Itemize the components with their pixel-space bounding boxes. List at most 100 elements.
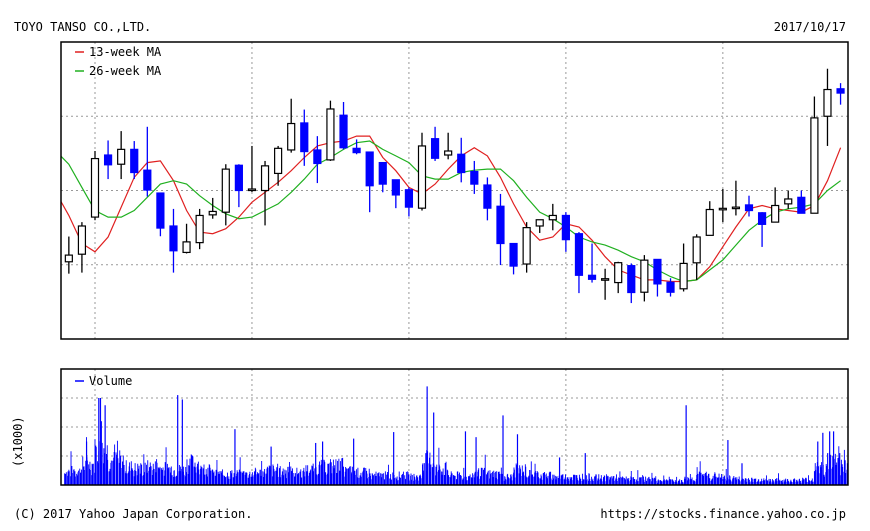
candle-body: [221, 168, 230, 213]
chart-date: 2017/10/17: [774, 20, 846, 34]
candle-body: [587, 274, 597, 280]
candle-body: [326, 108, 335, 161]
candle: [430, 126, 440, 161]
candle-body: [771, 204, 780, 223]
candle-body: [679, 262, 688, 290]
candle-body: [313, 149, 322, 165]
candle: [326, 100, 335, 161]
candle-body: [365, 151, 374, 187]
candle-body: [797, 196, 806, 214]
candle: [260, 160, 270, 226]
volume-bars: [64, 386, 848, 485]
candle: [77, 222, 87, 273]
candle-body: [509, 242, 518, 267]
candle-body: [705, 208, 714, 236]
candle: [601, 268, 610, 300]
copyright: (C) 2017 Yahoo Japan Corporation.: [14, 507, 252, 521]
candle: [221, 164, 230, 226]
candle: [274, 145, 283, 186]
candle: [757, 212, 767, 247]
candle-body: [169, 225, 178, 252]
candle-body: [548, 214, 557, 221]
candle: [561, 212, 570, 252]
candle: [444, 132, 453, 160]
candle: [182, 223, 191, 254]
candle-body: [103, 154, 113, 166]
candle-body: [195, 214, 204, 244]
candle: [287, 98, 296, 153]
candle-body: [731, 206, 741, 210]
candle: [548, 203, 557, 231]
candle-body: [836, 88, 845, 94]
candle: [378, 161, 387, 193]
candle: [810, 96, 819, 214]
candle: [300, 109, 309, 166]
candle-body: [430, 138, 440, 159]
candle: [653, 258, 662, 297]
candle-body: [77, 225, 87, 255]
candle: [103, 140, 113, 180]
candle-body: [627, 265, 636, 294]
candle-body: [574, 233, 584, 276]
candle: [195, 208, 204, 250]
candle-body: [444, 150, 453, 156]
candle: [90, 150, 100, 221]
candle: [784, 190, 793, 209]
candle: [391, 179, 400, 209]
price-legend: 13-week MA 26-week MA: [75, 45, 162, 78]
candle-body: [260, 165, 270, 192]
candle-body: [378, 161, 387, 185]
candle: [731, 180, 741, 216]
legend-ma26-label: 26-week MA: [89, 64, 162, 78]
candle-body: [757, 212, 767, 225]
candle: [640, 255, 649, 302]
candle-body: [718, 207, 727, 211]
candle-body: [247, 188, 257, 192]
candle-body: [208, 210, 217, 216]
candle: [574, 232, 584, 294]
candle-body: [784, 198, 793, 205]
candle-body: [90, 157, 100, 218]
candle-body: [417, 145, 427, 209]
candle: [627, 263, 636, 304]
candle: [247, 145, 257, 192]
candle: [365, 151, 374, 213]
candle: [587, 243, 597, 283]
candle-body: [274, 147, 283, 175]
candle: [522, 222, 531, 273]
candle: [64, 236, 73, 274]
candle: [836, 83, 845, 105]
candle: [483, 177, 492, 221]
candle: [509, 242, 518, 275]
candle-body: [287, 122, 296, 151]
candle: [352, 139, 361, 155]
candle-body: [182, 241, 191, 254]
candle-body: [339, 114, 348, 149]
candle-body: [496, 205, 505, 245]
candle-body: [640, 259, 649, 293]
price-grid: [61, 42, 848, 339]
candle: [404, 187, 414, 217]
candle: [457, 137, 466, 183]
candle: [470, 160, 479, 194]
candle: [234, 164, 243, 208]
candle: [666, 278, 675, 297]
candle: [823, 68, 832, 146]
candle-body: [117, 148, 126, 165]
volume-plot-frame: [60, 368, 849, 486]
volume-daily-bars: [64, 437, 848, 485]
volume-unit-label: (x1000): [11, 416, 25, 467]
source-link[interactable]: https://stocks.finance.yahoo.co.jp: [600, 507, 846, 521]
moving-averages: [61, 135, 842, 283]
candle-body: [601, 278, 610, 281]
candle: [679, 243, 688, 292]
candles: [64, 68, 845, 304]
candle: [692, 234, 701, 280]
company-title: TOYO TANSO CO.,LTD.: [14, 20, 151, 34]
candle: [339, 101, 348, 150]
candle-body: [810, 117, 819, 214]
candle-body: [156, 192, 165, 229]
candle-body: [666, 281, 675, 293]
candle-body: [522, 227, 531, 265]
candle: [208, 197, 217, 219]
